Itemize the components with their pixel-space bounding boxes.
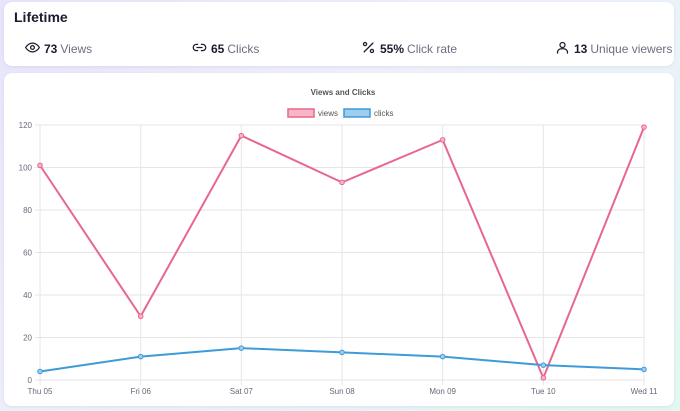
y-tick-label: 120 xyxy=(19,121,33,130)
x-tick-label: Fri 06 xyxy=(130,387,151,396)
data-point-clicks xyxy=(641,366,647,373)
views-clicks-chart-card: Views and Clicks views clicks 0 20 40 60 80 100 1… xyxy=(4,73,674,406)
x-tick-label: Thu 05 xyxy=(28,387,53,396)
data-point-views xyxy=(641,124,647,130)
legend-label-clicks: clicks xyxy=(374,109,394,118)
lifetime-stats-card: Lifetime 73 Views 65 Clicks 55% Click ra… xyxy=(4,2,674,66)
data-point-clicks xyxy=(37,368,43,375)
legend-swatch-clicks xyxy=(343,108,371,118)
stat-click-rate-label: Click rate xyxy=(407,42,458,56)
stat-views: 73 Views xyxy=(25,40,92,58)
x-tick-label: Wed 11 xyxy=(631,387,658,396)
link-icon xyxy=(192,40,211,58)
stat-clicks: 65 Clicks xyxy=(192,40,259,58)
data-point-clicks xyxy=(238,345,245,351)
stat-unique-viewers: 13 Unique viewers xyxy=(555,40,672,58)
y-tick-label: 40 xyxy=(23,291,32,300)
stat-click-rate: 55% Click rate xyxy=(361,40,457,58)
y-tick-label: 60 xyxy=(23,249,32,258)
y-tick-label: 100 xyxy=(19,164,33,173)
data-point-views xyxy=(37,162,43,169)
data-point-views xyxy=(439,137,446,143)
data-point-views xyxy=(238,132,245,139)
x-tick-label: Mon 09 xyxy=(429,387,456,396)
data-point-clicks xyxy=(540,362,547,368)
user-icon xyxy=(555,40,574,58)
chart-title: Views and Clicks xyxy=(311,88,376,97)
stat-clicks-label: Clicks xyxy=(227,42,260,56)
data-point-clicks xyxy=(439,353,446,360)
stat-views-value: 73 xyxy=(44,42,58,56)
x-tick-label: Tue 10 xyxy=(531,387,556,396)
stat-unique-viewers-label: Unique viewers xyxy=(590,42,673,56)
y-tick-label: 80 xyxy=(23,206,32,215)
stat-click-rate-value: 55% xyxy=(380,42,405,56)
data-point-clicks xyxy=(137,353,144,360)
stat-unique-viewers-value: 13 xyxy=(574,42,588,56)
legend-swatch-views xyxy=(287,108,315,118)
data-point-clicks xyxy=(339,349,345,356)
stats-title: Lifetime xyxy=(14,9,68,25)
stat-clicks-value: 65 xyxy=(211,42,225,56)
y-tick-label: 0 xyxy=(28,376,33,385)
data-point-views xyxy=(339,179,345,186)
data-point-views xyxy=(137,313,144,320)
eye-icon xyxy=(25,40,44,58)
x-tick-label: Sat 07 xyxy=(230,387,254,396)
views-clicks-chart: Views and Clicks views clicks 0 20 40 60 80 100 1… xyxy=(19,88,658,396)
stat-views-label: Views xyxy=(60,42,93,56)
x-tick-label: Sun 08 xyxy=(329,387,355,396)
legend-label-views: views xyxy=(318,109,338,118)
y-tick-label: 20 xyxy=(23,334,32,343)
data-point-views xyxy=(540,375,547,381)
percent-icon xyxy=(361,40,380,58)
